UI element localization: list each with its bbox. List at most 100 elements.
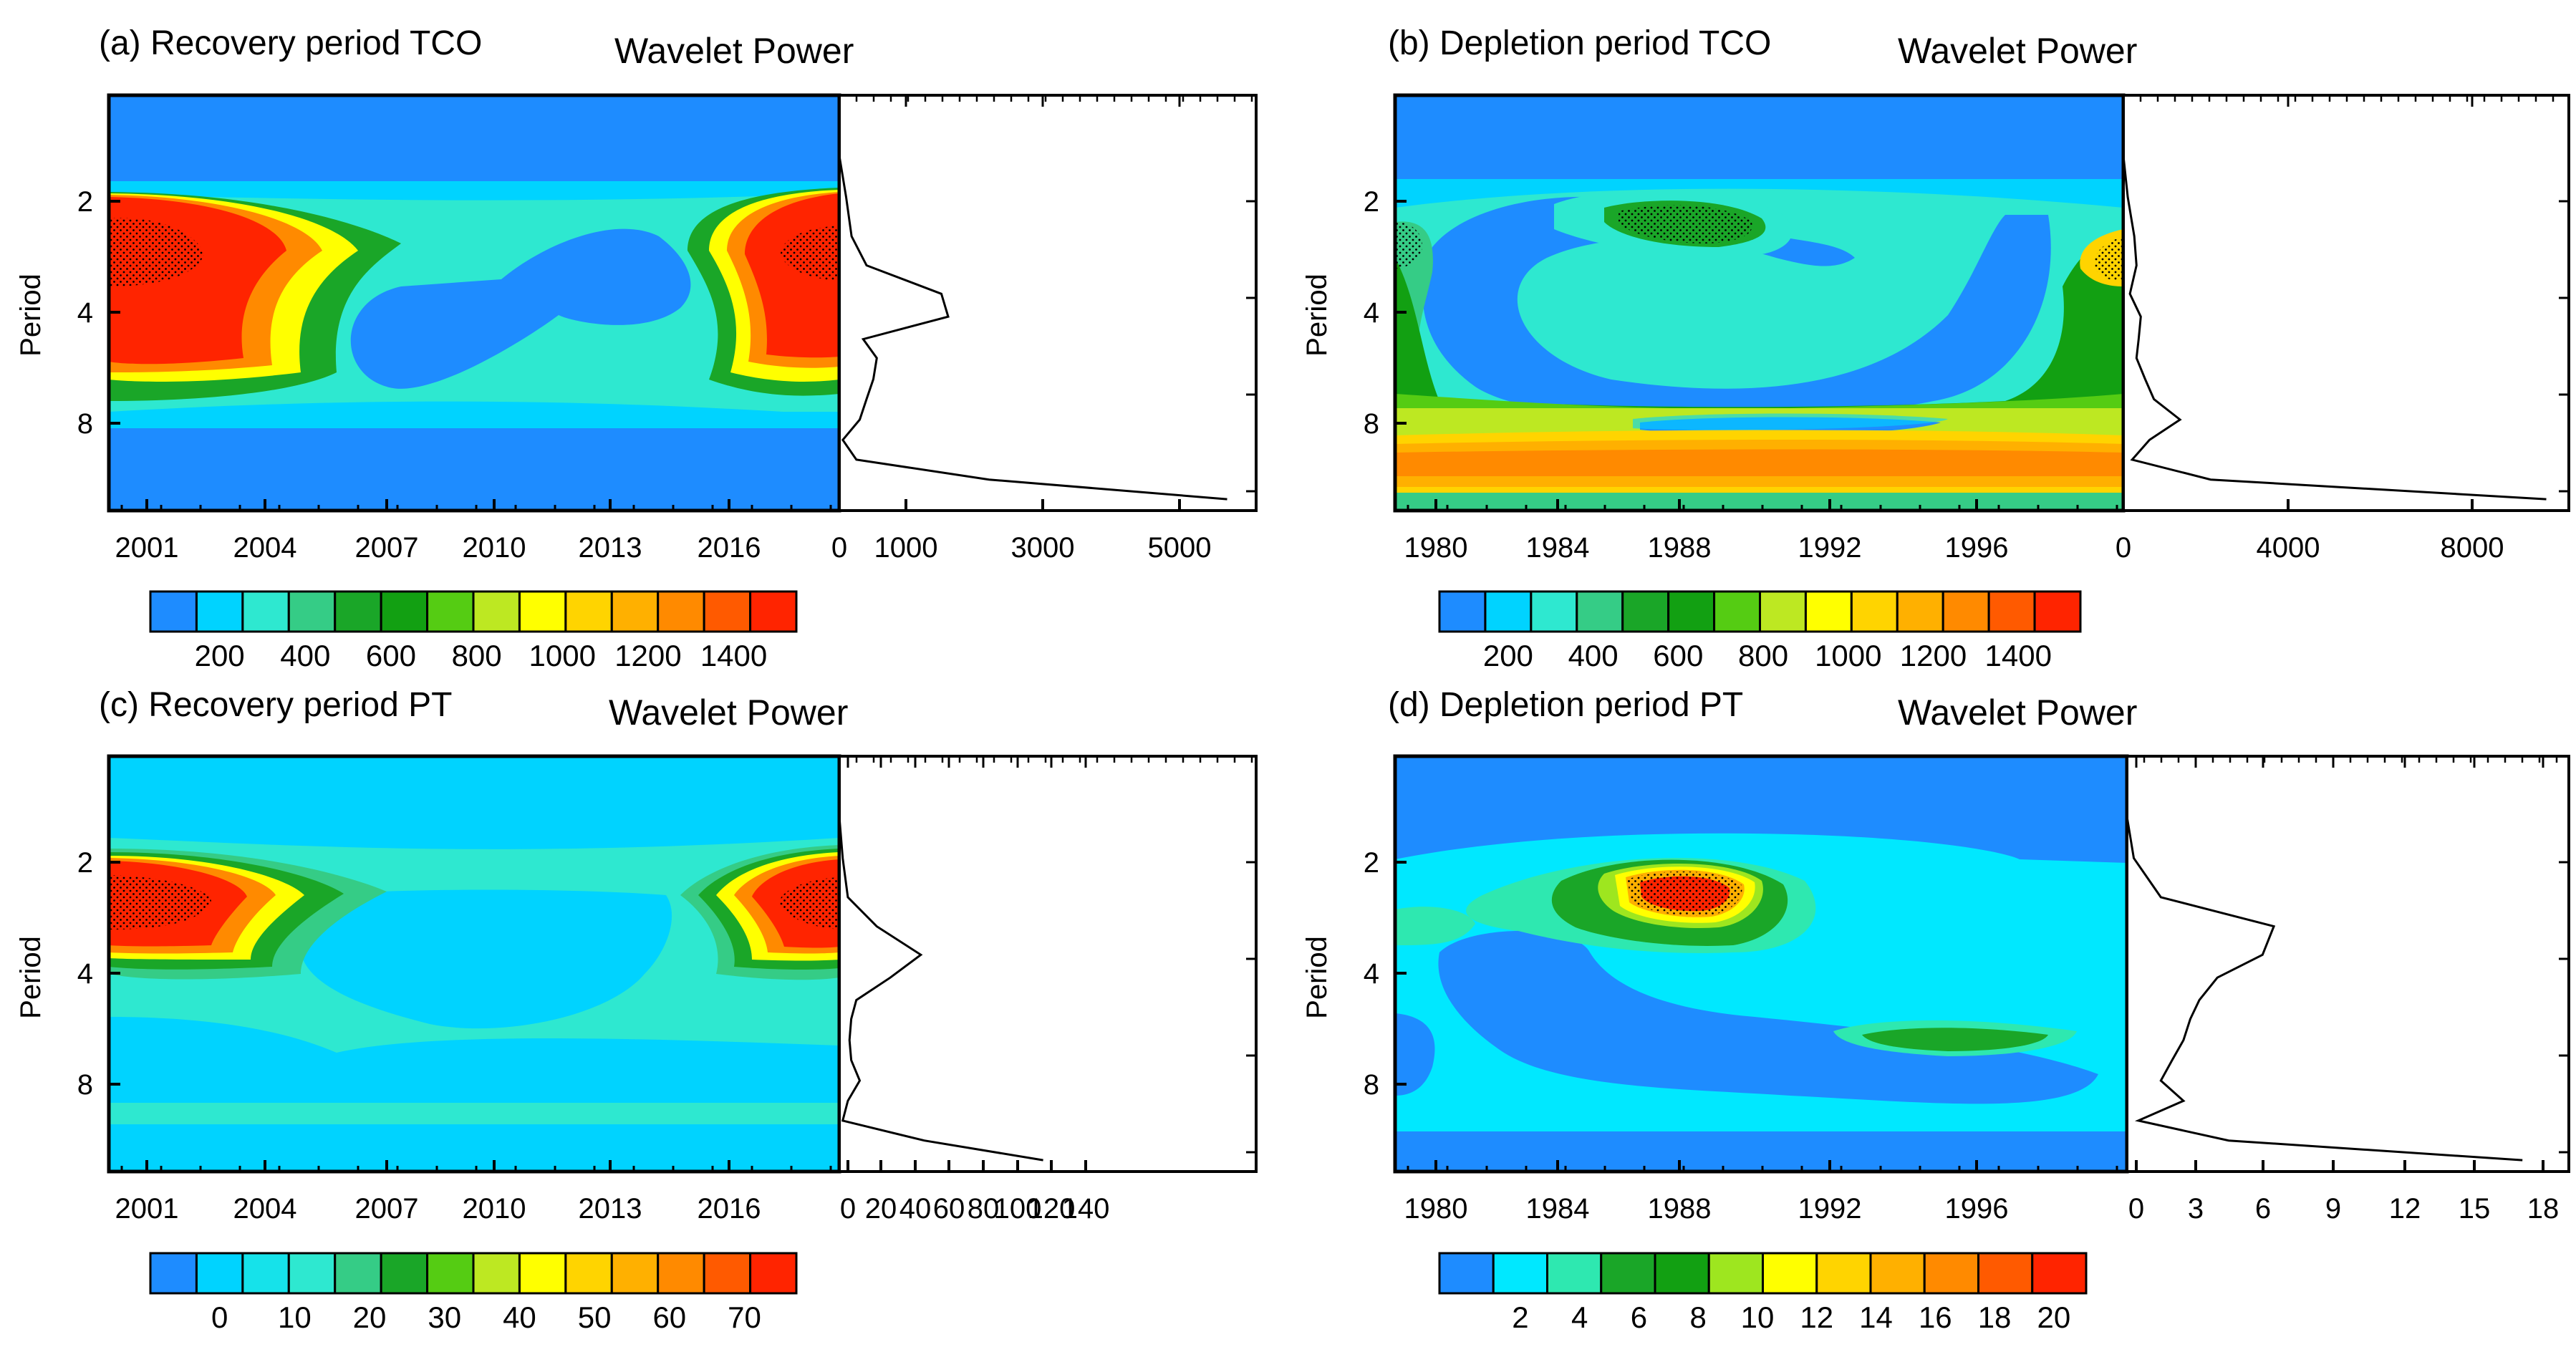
year-tick-label: 2007	[355, 1193, 419, 1225]
panel-a: (a) Recovery period TCO Wavelet Power Pe…	[15, 24, 1258, 672]
panel-c-spectrum-box	[838, 755, 1258, 1173]
panel-a-ylabel: Period	[15, 274, 47, 357]
colorbar-swatch	[426, 1252, 475, 1295]
colorbar-label: 2	[1512, 1300, 1528, 1334]
colorbar-label: 20	[2037, 1300, 2070, 1334]
panel-d-title: (d) Depletion period PT	[1388, 686, 1743, 724]
colorbar-label: 30	[428, 1300, 461, 1334]
colorbar-swatch	[334, 590, 382, 633]
panel-a-spectrum-title: Wavelet Power	[614, 31, 854, 71]
colorbar-swatch	[1707, 1252, 1764, 1295]
power-tick-label: 0	[2128, 1193, 2144, 1225]
year-tick-label: 1980	[1404, 532, 1468, 564]
power-tick-label: 100	[994, 1193, 1042, 1225]
panel-c-global-spectrum-line	[838, 816, 1043, 1162]
colorbar-swatch	[1896, 590, 1944, 633]
colorbar-swatch	[1530, 590, 1578, 633]
power-tick-label: 4000	[2257, 532, 2320, 564]
colorbar-swatch	[1576, 590, 1624, 633]
period-tick-label: 4	[77, 297, 93, 329]
colorbar-swatch	[1759, 590, 1807, 633]
colorbar-label: 50	[578, 1300, 612, 1334]
colorbar-swatch	[1713, 590, 1762, 633]
year-tick-label: 1996	[1945, 1193, 2009, 1225]
year-tick-label: 1996	[1945, 532, 2009, 564]
colorbar-swatch	[1438, 1252, 1495, 1295]
colorbar-label: 200	[1483, 639, 1533, 672]
panel-c-ylabel: Period	[15, 936, 47, 1019]
panel-b-ticks: 2 4 8 1980 1984 1988 1992 1996 0 4000 8000	[1364, 95, 2569, 564]
panel-d-ylabel: Period	[1301, 936, 1333, 1019]
colorbar-swatch	[1546, 1252, 1603, 1295]
year-tick-label: 2007	[355, 532, 419, 564]
power-tick-label: 80	[968, 1193, 1000, 1225]
colorbar-label: 400	[280, 639, 330, 672]
period-tick-label: 2	[77, 186, 93, 218]
year-tick-label: 1984	[1526, 532, 1590, 564]
panel-a-global-spectrum-line	[838, 155, 1227, 501]
colorbar-swatch	[749, 1252, 798, 1295]
period-tick-label: 8	[77, 1069, 93, 1101]
panel-b-wavelet-field	[1395, 95, 2123, 511]
colorbar-label: 10	[278, 1300, 312, 1334]
colorbar-label: 40	[503, 1300, 536, 1334]
colorbar-swatch	[564, 1252, 613, 1295]
period-tick-label: 2	[1364, 847, 1379, 879]
panel-d-ticks: 2 4 8 1980 1984 1988 1992 1996 0 3 6 9 12 15 18	[1364, 756, 2569, 1225]
panel-b-title: (b) Depletion period TCO	[1388, 24, 1771, 62]
colorbar-label: 6	[1631, 1300, 1647, 1334]
colorbar-swatch	[241, 1252, 290, 1295]
colorbar-swatch	[1762, 1252, 1818, 1295]
panel-a-colorbar: 200 400 600 800 1000 1200 1400	[149, 590, 798, 672]
colorbar-swatch	[657, 1252, 705, 1295]
panel-b: (b) Depletion period TCO Wavelet Power P…	[1301, 24, 2570, 672]
colorbar-swatch	[195, 590, 244, 633]
colorbar-label: 70	[728, 1300, 761, 1334]
panel-b-spectrum-title: Wavelet Power	[1898, 31, 2137, 71]
year-tick-label: 2001	[115, 1193, 179, 1225]
power-tick-label: 20	[865, 1193, 897, 1225]
colorbar-label: 1000	[529, 639, 596, 672]
colorbar-swatch	[703, 590, 752, 633]
period-tick-label: 8	[1364, 1069, 1379, 1101]
colorbar-label: 400	[1568, 639, 1619, 672]
colorbar-swatch	[472, 1252, 521, 1295]
year-tick-label: 2013	[579, 532, 642, 564]
colorbar-swatch	[287, 1252, 337, 1295]
colorbar-swatch	[2033, 590, 2082, 633]
colorbar-swatch	[1850, 590, 1899, 633]
colorbar-label: 600	[1653, 639, 1703, 672]
colorbar-swatch	[334, 1252, 382, 1295]
colorbar-swatch	[149, 1252, 198, 1295]
colorbar-swatch	[1977, 1252, 2034, 1295]
colorbar-swatch	[703, 1252, 752, 1295]
colorbar-swatch	[1600, 1252, 1656, 1295]
colorbar-swatch	[1492, 1252, 1548, 1295]
colorbar-swatch	[1941, 590, 1990, 633]
colorbar-swatch	[195, 1252, 244, 1295]
colorbar-label: 1400	[1985, 639, 2052, 672]
colorbar-swatch	[426, 590, 475, 633]
power-tick-label: 6	[2255, 1193, 2271, 1225]
power-tick-label: 18	[2527, 1193, 2560, 1225]
colorbar-label: 16	[1919, 1300, 1952, 1334]
colorbar-swatch	[1654, 1252, 1710, 1295]
year-tick-label: 2004	[233, 532, 297, 564]
year-tick-label: 2010	[463, 1193, 526, 1225]
power-tick-label: 12	[2389, 1193, 2421, 1225]
panel-d-colorbar: 2 4 6 8 10 12 14 16 18 20	[1438, 1252, 2088, 1334]
colorbar-swatch	[564, 590, 613, 633]
colorbar-label: 800	[1738, 639, 1788, 672]
colorbar-label: 800	[452, 639, 502, 672]
panel-d-spectrum-box	[2126, 755, 2570, 1173]
colorbar-label: 12	[1800, 1300, 1833, 1334]
period-tick-label: 4	[77, 958, 93, 990]
period-tick-label: 8	[1364, 408, 1379, 440]
power-tick-label: 15	[2459, 1193, 2491, 1225]
colorbar-label: 14	[1859, 1300, 1893, 1334]
colorbar-swatch	[1804, 590, 1853, 633]
panel-c-wavelet-field	[109, 756, 839, 1172]
colorbar-swatch	[1621, 590, 1670, 633]
